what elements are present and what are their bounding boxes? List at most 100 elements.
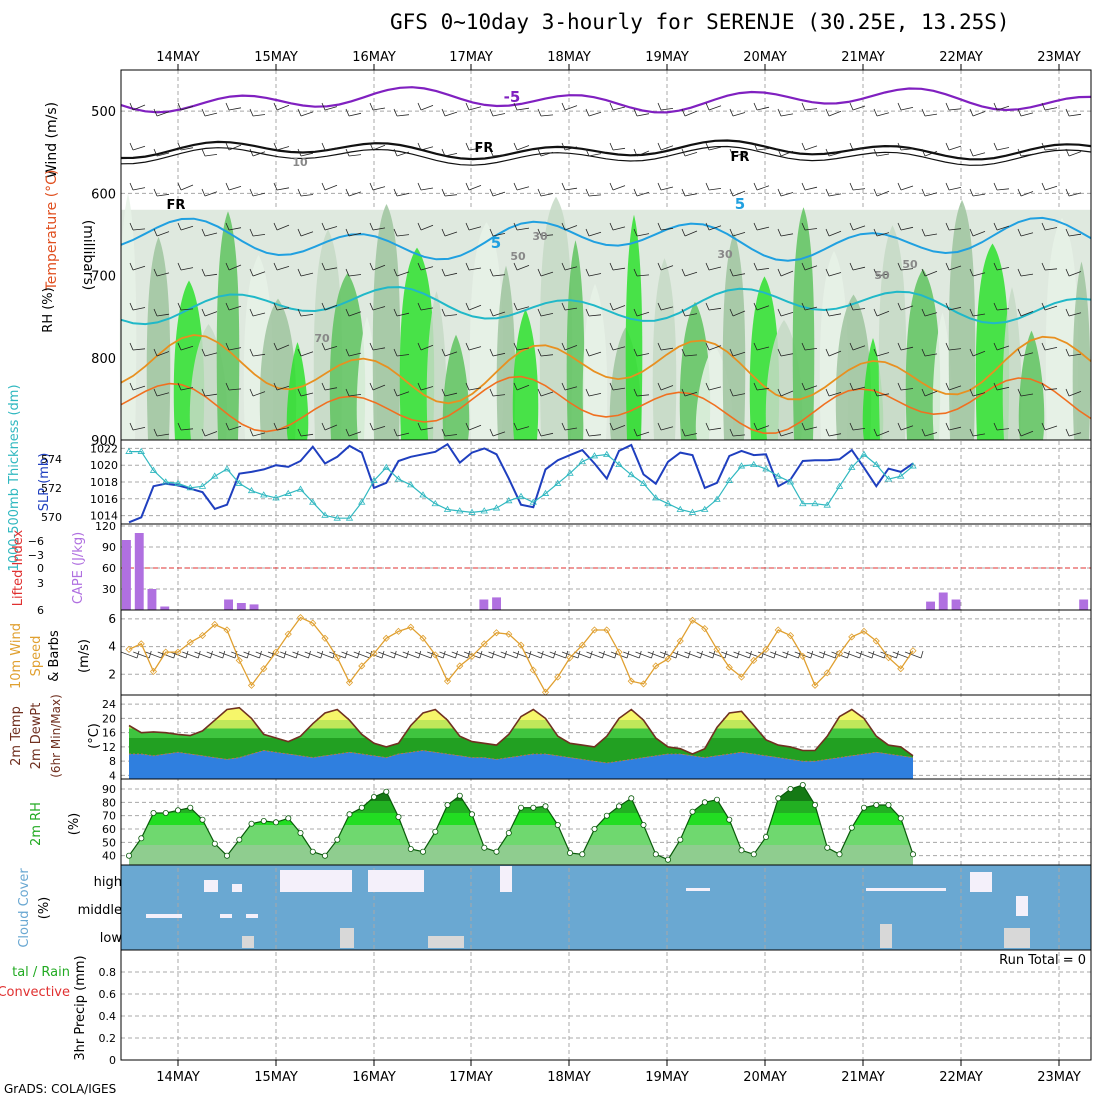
rh2m-point: [750, 851, 757, 858]
wind10-point: [774, 626, 782, 634]
temp2m-tick-label-1: 8: [109, 755, 116, 768]
rh2m-point: [616, 803, 623, 810]
wind-barb: [561, 422, 578, 431]
wind-barb: [489, 348, 506, 357]
wind-barb: [249, 388, 266, 397]
wind-barb: [321, 382, 338, 391]
wind-barb: [969, 388, 986, 397]
upper-ylabel-wind: Wind (m/s): [44, 102, 60, 178]
thickness-point: [407, 481, 415, 488]
wind10-point: [701, 625, 709, 633]
thickness-point: [664, 499, 672, 507]
wind-barb: [657, 222, 674, 231]
wind-barb: [969, 188, 986, 197]
wind-barb: [633, 348, 650, 357]
wind-barb: [369, 222, 386, 231]
rh2m-point: [187, 804, 194, 811]
rh2m-tick-label-4: 80: [102, 796, 116, 809]
wind10-barb: [843, 650, 863, 659]
wind-barb: [441, 348, 458, 357]
rh2m-point: [665, 856, 672, 863]
wind-barb: [801, 302, 818, 311]
wind-barb: [633, 388, 650, 397]
wind10-point: [762, 645, 770, 653]
wind10-point: [443, 677, 452, 685]
thickness-point: [309, 498, 317, 505]
date-label-bottom-7: 21MAY: [841, 1070, 885, 1085]
rh2m-point: [640, 822, 647, 829]
thickness-point: [860, 450, 868, 457]
wind-barb: [153, 108, 170, 117]
wind-barb: [1017, 308, 1034, 317]
wind-barb: [561, 342, 578, 351]
wind-barb: [273, 142, 290, 151]
wind-barb: [537, 108, 554, 117]
wind-barb: [225, 262, 242, 271]
wind-barb: [777, 308, 794, 317]
rh-shade-plume: [146, 236, 171, 440]
wind-barb: [633, 228, 650, 237]
rh2m-point: [150, 810, 157, 817]
rh-shade-plume: [539, 196, 573, 440]
thickness-point: [811, 499, 819, 507]
wind-barb: [249, 268, 266, 277]
wind-barb: [705, 262, 722, 271]
wind-barb: [681, 188, 698, 197]
cloud-block: [1016, 896, 1028, 916]
wind-barb: [321, 422, 338, 431]
wind10-point: [505, 630, 513, 638]
thickness-point: [823, 501, 831, 508]
wind-barb: [729, 268, 746, 277]
wind-barb: [177, 422, 194, 431]
contour-label-11: 30: [717, 248, 733, 261]
wind-barb: [801, 342, 818, 351]
wind-barb: [129, 422, 146, 431]
wind-barb: [513, 262, 530, 271]
wind10-point: [247, 681, 256, 689]
cloud-unit: (%): [37, 897, 52, 920]
wind-barb: [393, 228, 410, 237]
wind-barb: [921, 348, 938, 357]
wind10-barb: [365, 650, 385, 659]
thickness-point: [713, 495, 721, 502]
wind-barb: [489, 428, 506, 437]
wind-barb: [513, 222, 530, 231]
wind-barb: [513, 182, 530, 191]
wind-barb: [945, 422, 962, 431]
wind-barb: [1041, 262, 1058, 271]
thickness-point: [750, 460, 758, 468]
cape-tick-label-1: 60: [102, 562, 116, 575]
slp-ylabel-slp: SLP (mb): [37, 453, 52, 512]
rh2m-point: [787, 786, 794, 793]
wind-barb: [129, 222, 146, 231]
rh-shade-plume: [905, 268, 941, 440]
rh2m-point: [518, 804, 525, 811]
wind-barb: [969, 308, 986, 317]
wind-barb: [897, 102, 914, 111]
wind-barb: [873, 308, 890, 317]
thickness-point: [799, 499, 807, 507]
rh-shade-plume: [862, 338, 884, 440]
wind-barb: [753, 422, 770, 431]
wind10-point: [198, 631, 207, 640]
wind-barb: [873, 108, 890, 117]
date-label-bottom-3: 17MAY: [449, 1070, 493, 1085]
thickness-point: [431, 499, 439, 507]
slp-tick-label-1: 1016: [90, 493, 118, 506]
rh2m-point: [223, 852, 230, 859]
wind-barb: [609, 182, 626, 191]
rh2m-point: [126, 852, 133, 859]
thickness-point: [725, 476, 733, 483]
cape-bar: [249, 604, 259, 610]
wind-barb: [297, 188, 314, 197]
wind-barb: [225, 222, 242, 231]
rh2m-point: [407, 846, 414, 853]
wind-barb: [561, 222, 578, 231]
wind-barb: [993, 182, 1010, 191]
thickness-point: [701, 505, 709, 512]
wind10-barb: [451, 650, 471, 659]
thickness-point: [639, 479, 648, 486]
thickness-line: [129, 451, 914, 519]
thickness-point: [296, 485, 305, 492]
date-label-top-2: 16MAY: [352, 50, 396, 65]
